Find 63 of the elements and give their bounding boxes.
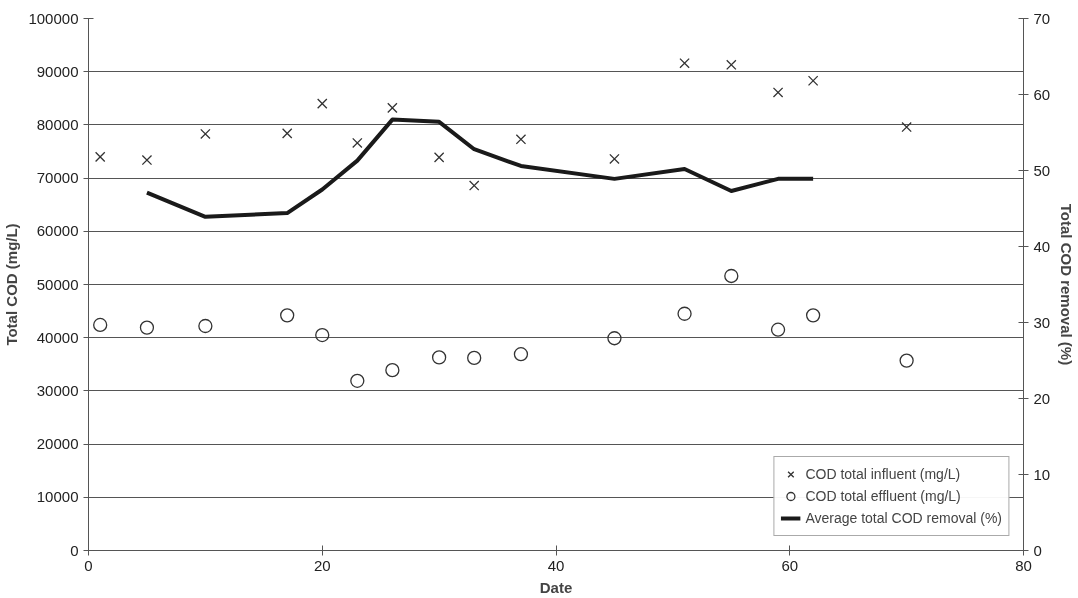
y-tick-label: 100000 [28,9,79,27]
y2-tick-label: 40 [1033,237,1051,255]
y-tick-label: 40000 [36,328,79,346]
y2-tick-label: 50 [1033,161,1051,179]
point [93,317,108,333]
point [387,102,398,114]
legend-label: COD total effluent (mg/L) [805,487,961,506]
point [139,320,155,335]
x-tick-label: 0 [84,556,93,574]
y-tick-label: 0 [70,541,79,559]
point [677,306,692,321]
point [513,347,529,362]
point [807,75,819,86]
point [315,327,330,343]
point [467,350,482,366]
x-tick-label: 60 [781,556,799,574]
x-tick-label: 80 [1015,556,1032,574]
point [770,322,786,337]
y-tick-label: 70000 [36,169,79,187]
point [317,98,328,109]
y2-axis-title: Total COD removal (%) [1058,203,1076,366]
point [433,152,445,163]
point [198,318,213,334]
point [772,87,784,98]
legend-label: COD total influent (mg/L) [805,465,961,484]
point [94,151,106,163]
point [280,308,295,323]
line-series [144,117,816,219]
y2-tick-label: 70 [1033,9,1051,27]
legend-label: Average total COD removal (%) [805,509,1002,528]
point [200,128,211,140]
y-tick-label: 60000 [36,222,79,240]
point [805,308,821,323]
point [352,137,363,149]
point [281,128,293,139]
y-tick-label: 50000 [36,275,79,293]
y2-tick-label: 20 [1033,389,1051,407]
point [515,134,527,145]
point [679,57,690,69]
point [609,153,620,165]
y-tick-label: 30000 [36,381,79,399]
y-tick-label: 90000 [36,62,79,80]
point [141,154,153,166]
point [607,331,622,346]
y-axis-title: Total COD (mg/L) [3,223,21,346]
point [899,353,914,368]
y2-tick-label: 0 [1033,541,1042,559]
point [724,268,739,284]
y-tick-label: 80000 [36,115,79,133]
y2-tick-label: 60 [1033,85,1051,103]
x-tick-label: 40 [547,556,565,574]
point [901,121,912,133]
point [726,59,737,71]
y-tick-label: 10000 [36,488,79,506]
x-axis-title: Date [539,578,573,596]
point [468,180,480,191]
y2-tick-label: 10 [1033,465,1051,483]
point [385,363,400,378]
y-tick-label: 20000 [36,435,79,453]
point [350,373,365,388]
point [431,350,447,365]
y2-tick-label: 30 [1033,313,1051,331]
x-tick-label: 20 [313,556,331,574]
